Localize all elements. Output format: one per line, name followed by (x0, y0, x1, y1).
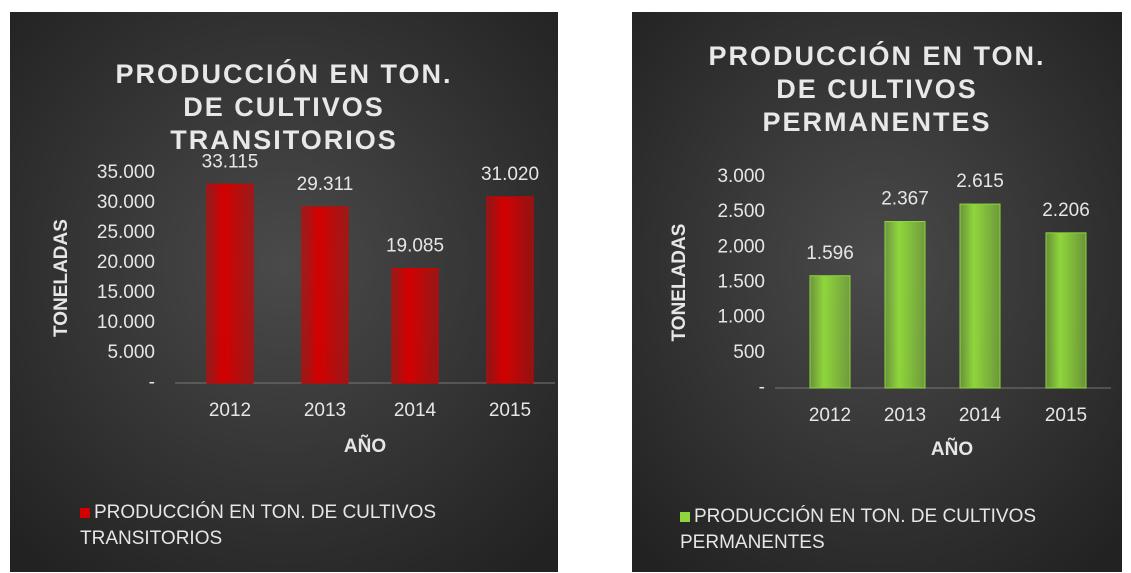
chart-title: PRODUCCIÓN EN TON. DE CULTIVOS PERMANENT… (708, 41, 1046, 137)
y-tick-label: 10.000 (97, 312, 155, 333)
legend-swatch (680, 512, 690, 522)
y-tick-label: 1.500 (717, 272, 765, 293)
legend-label: PRODUCCIÓN EN TON. DE CULTIVOS TRANSITOR… (80, 502, 437, 549)
x-tick-label: 2012 (209, 400, 251, 421)
data-label: 2.367 (881, 189, 929, 210)
y-tick-label: 2.000 (717, 236, 765, 257)
y-tick-label: 25.000 (97, 222, 155, 243)
bar (1045, 232, 1087, 389)
panel (632, 12, 1122, 572)
x-axis-label: AÑO (931, 438, 973, 460)
x-axis-label: AÑO (344, 435, 386, 457)
y-tick-label: - (759, 377, 765, 398)
bar (809, 275, 851, 389)
legend-label: PRODUCCIÓN EN TON. DE CULTIVOS PERMANENT… (680, 506, 1037, 553)
data-label: 31.020 (481, 164, 539, 185)
x-tick-label: 2014 (959, 405, 1002, 426)
data-label: 19.085 (386, 236, 444, 257)
y-tick-label: 20.000 (97, 252, 155, 273)
y-tick-label: 3.000 (717, 166, 765, 187)
bar (301, 206, 349, 384)
legend: PRODUCCIÓN EN TON. DE CULTIVOS TRANSITOR… (80, 500, 520, 552)
panel (10, 12, 558, 572)
chart-title: PRODUCCIÓN EN TON. DE CULTIVOS TRANSITOR… (115, 59, 453, 155)
bar (206, 183, 254, 384)
x-tick-label: 2015 (489, 400, 531, 421)
x-tick-label: 2013 (304, 400, 346, 421)
bar (486, 196, 534, 384)
bar (391, 267, 439, 384)
x-tick-label: 2014 (394, 400, 437, 421)
data-label: 1.596 (806, 243, 854, 264)
bar (884, 221, 926, 389)
y-tick-label: - (149, 372, 155, 393)
bar (959, 203, 1001, 389)
y-tick-label: 1.000 (717, 307, 765, 328)
data-label: 2.206 (1042, 200, 1090, 221)
x-tick-label: 2015 (1045, 405, 1087, 426)
y-axis-label: TONELADAS (51, 219, 72, 337)
x-tick-label: 2013 (884, 405, 926, 426)
y-tick-label: 15.000 (97, 282, 155, 303)
y-tick-label: 35.000 (97, 162, 155, 183)
legend: PRODUCCIÓN EN TON. DE CULTIVOS PERMANENT… (680, 504, 1120, 556)
data-label: 33.115 (202, 151, 259, 172)
y-tick-label: 500 (733, 342, 765, 363)
y-tick-label: 5.000 (107, 342, 155, 363)
legend-swatch (80, 508, 90, 518)
data-label: 2.615 (956, 171, 1004, 192)
y-tick-label: 30.000 (97, 192, 155, 213)
y-axis-label: TONELADAS (669, 224, 690, 342)
y-tick-label: 2.500 (717, 201, 765, 222)
x-tick-label: 2012 (809, 405, 851, 426)
data-label: 29.311 (297, 174, 354, 195)
